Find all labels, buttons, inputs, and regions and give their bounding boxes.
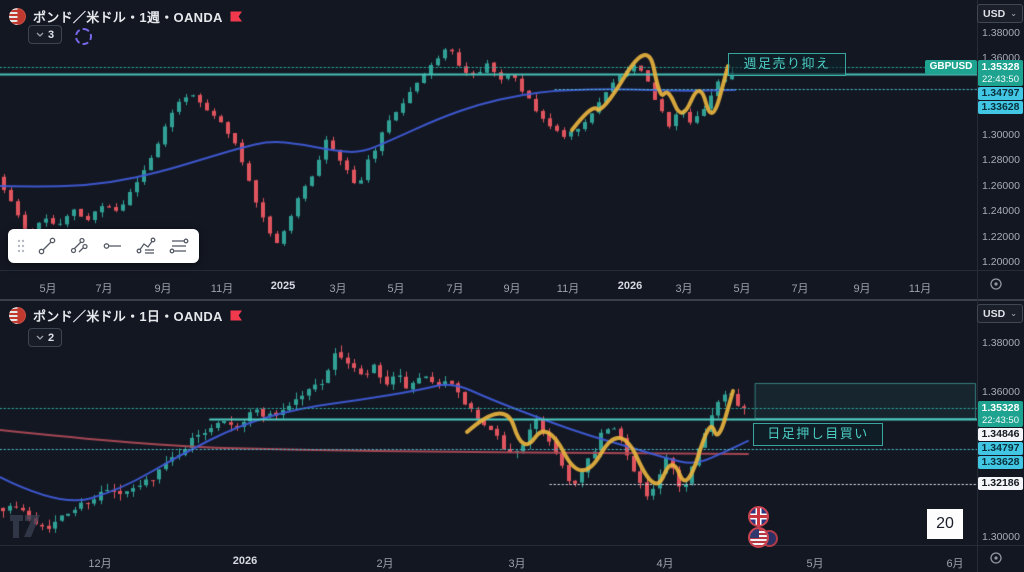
time-axis-label: 5月 bbox=[806, 558, 824, 570]
parallel-lines-tool-icon[interactable] bbox=[168, 235, 190, 257]
time-axis-label: 7月 bbox=[446, 283, 464, 295]
time-axis-label: 4月 bbox=[656, 558, 674, 570]
tradingview-logo-watermark bbox=[9, 514, 42, 545]
uk-flag-event-icon[interactable] bbox=[748, 506, 769, 527]
weekly-chart-header: ポンド／米ドル・1週・OANDA bbox=[9, 7, 243, 26]
time-axis-label: 11月 bbox=[908, 283, 932, 295]
panel-separator[interactable] bbox=[0, 299, 1024, 301]
time-axis-label: 5月 bbox=[733, 283, 751, 295]
alert-price-chip[interactable]: 1.33628 bbox=[978, 100, 1023, 114]
daily-chart-header: ポンド／米ドル・1日・OANDA bbox=[9, 306, 243, 325]
drawing-toolbar bbox=[8, 229, 199, 263]
weekly-indicators-collapse-button[interactable]: 3 bbox=[28, 25, 63, 44]
current-price-chip: 1.35328 22:43:50 bbox=[978, 400, 1023, 427]
time-axis-label: 11月 bbox=[210, 283, 234, 295]
price-axis-label: 1.28000 bbox=[982, 154, 1020, 167]
price-axis-label: 1.24000 bbox=[982, 205, 1020, 218]
daily-time-axis[interactable]: 12月 2026 2月 3月 4月 5月 6月 bbox=[0, 545, 1024, 572]
level-price-chip[interactable]: 1.34846 bbox=[978, 427, 1023, 441]
settings-gear-icon[interactable] bbox=[989, 551, 1003, 570]
symbol-price-tag: GBPUSD bbox=[925, 59, 977, 74]
us-flag-event-icon[interactable] bbox=[748, 527, 769, 548]
price-axis-label: 1.22000 bbox=[982, 230, 1020, 243]
daily-indicators-collapse-button[interactable]: 2 bbox=[28, 328, 63, 347]
chevron-down-icon: ⌄ bbox=[1010, 8, 1017, 18]
time-axis-label: 9月 bbox=[853, 283, 871, 295]
time-axis-label: 2026 bbox=[617, 280, 643, 292]
annotation-daily-dip-buy[interactable]: 日足押し目買い bbox=[753, 423, 883, 446]
time-axis-label: 6月 bbox=[946, 558, 964, 570]
time-axis-label: 5月 bbox=[39, 283, 57, 295]
price-axis-label: 1.38000 bbox=[982, 337, 1020, 349]
time-axis-label: 3月 bbox=[329, 283, 347, 295]
price-axis-label: 1.36000 bbox=[982, 385, 1020, 398]
price-axis-border bbox=[977, 0, 978, 572]
price-axis-label: 1.20000 bbox=[982, 256, 1020, 268]
time-axis-label: 9月 bbox=[154, 283, 172, 295]
price-axis-label: 1.26000 bbox=[982, 179, 1020, 192]
multi-point-line-tool-icon[interactable] bbox=[135, 235, 157, 257]
annotation-weekly-resistance[interactable]: 週足売り抑え bbox=[728, 53, 846, 76]
gbpusd-pair-flag-icon bbox=[9, 307, 26, 324]
time-axis-label: 2026 bbox=[232, 555, 258, 567]
time-axis-label: 2月 bbox=[376, 558, 394, 570]
alert-price-chip[interactable]: 1.33628 bbox=[978, 455, 1023, 469]
time-axis-label: 7月 bbox=[791, 283, 809, 295]
drag-handle-icon[interactable] bbox=[17, 239, 25, 253]
weekly-currency-selector[interactable]: USD ⌄ bbox=[977, 4, 1023, 23]
text-drawing-20[interactable]: 20 bbox=[927, 509, 963, 539]
indicator-status-icon[interactable] bbox=[75, 28, 92, 45]
time-axis-label: 11月 bbox=[556, 283, 580, 295]
alert-price-chip[interactable]: 1.34797 bbox=[978, 86, 1023, 100]
price-axis-label: 1.30000 bbox=[982, 531, 1020, 543]
weekly-time-axis[interactable]: 5月 7月 9月 11月 2025 3月 5月 7月 9月 11月 2026 3月 5月 7月 9月 11月 bbox=[0, 270, 1024, 300]
time-axis-label: 3月 bbox=[508, 558, 526, 570]
daily-candlestick-canvas[interactable] bbox=[0, 300, 977, 545]
flagged-symbol-icon[interactable] bbox=[230, 310, 243, 321]
time-axis-label: 9月 bbox=[503, 283, 521, 295]
level-price-chip[interactable]: 1.32186 bbox=[978, 477, 1023, 491]
flagged-symbol-icon[interactable] bbox=[230, 11, 243, 22]
alert-price-chip[interactable]: 1.34797 bbox=[978, 441, 1023, 455]
settings-gear-icon[interactable] bbox=[989, 277, 1003, 296]
time-axis-label: 3月 bbox=[675, 283, 693, 295]
parallel-channel-tool-icon[interactable] bbox=[69, 235, 91, 257]
time-axis-label: 12月 bbox=[88, 558, 112, 570]
price-axis-label: 1.38000 bbox=[982, 27, 1020, 39]
weekly-symbol-title[interactable]: ポンド／米ドル・1週・OANDA bbox=[33, 10, 223, 25]
daily-currency-selector[interactable]: USD ⌄ bbox=[977, 304, 1023, 323]
trend-line-tool-icon[interactable] bbox=[36, 235, 58, 257]
weekly-candlestick-canvas[interactable] bbox=[0, 0, 977, 270]
daily-symbol-title[interactable]: ポンド／米ドル・1日・OANDA bbox=[33, 309, 223, 324]
time-axis-label: 5月 bbox=[387, 283, 405, 295]
chevron-down-icon: ⌄ bbox=[1010, 308, 1017, 318]
time-axis-label: 7月 bbox=[95, 283, 113, 295]
price-axis-label: 1.30000 bbox=[982, 128, 1020, 141]
horizontal-line-tool-icon[interactable] bbox=[102, 235, 124, 257]
gbpusd-pair-flag-icon bbox=[9, 8, 26, 25]
time-axis-label: 2025 bbox=[270, 280, 296, 292]
current-price-chip: 1.35328 22:43:50 bbox=[978, 59, 1023, 86]
